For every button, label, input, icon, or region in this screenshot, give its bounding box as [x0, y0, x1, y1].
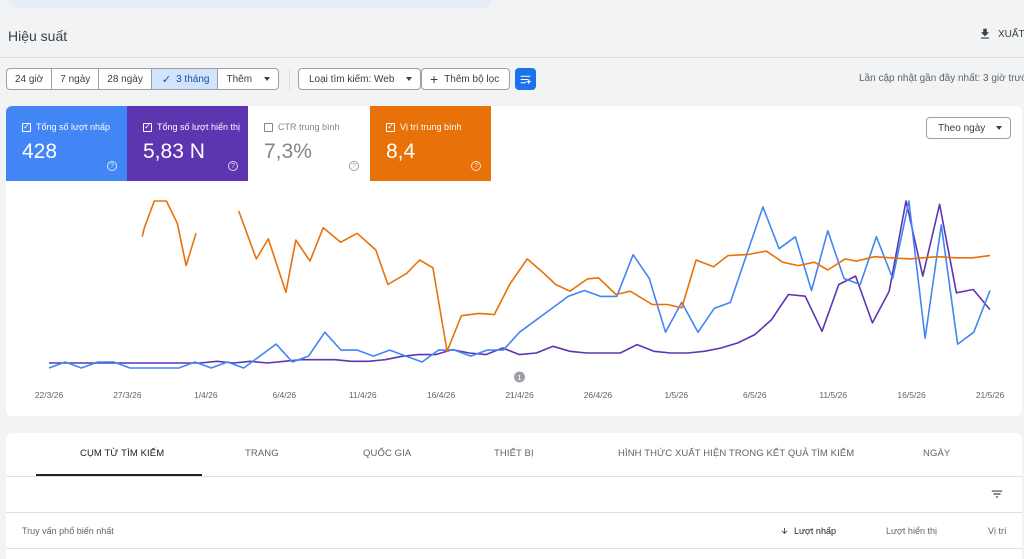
filter-settings-button[interactable]: [515, 68, 536, 90]
series-line-position: [141, 200, 991, 353]
x-tick-label: 1/5/26: [664, 390, 688, 400]
caret-down-icon: [264, 77, 271, 81]
page-title: Hiệu suất: [8, 28, 68, 44]
tab-dates[interactable]: NGÀY: [923, 448, 951, 459]
more-ranges-button[interactable]: Thêm: [218, 69, 278, 89]
metric-average-ctr[interactable]: CTR trung bình 7,3% ?: [248, 106, 369, 181]
x-tick-label: 21/4/26: [505, 390, 534, 400]
plus-icon: +: [430, 71, 439, 87]
metric-label: Vị trí trung bình: [400, 122, 462, 132]
checkbox-unchecked-icon[interactable]: [264, 122, 273, 132]
active-tab-indicator: [36, 474, 202, 476]
export-label: XUẤT: [998, 28, 1024, 40]
add-filter-button[interactable]: + Thêm bộ lọc: [421, 68, 511, 90]
column-header-clicks[interactable]: Lượt nhấp: [780, 526, 836, 536]
tab-search-appearance[interactable]: HÌNH THỨC XUẤT HIỆN TRONG KẾT QUẢ TÌM KI…: [618, 448, 855, 459]
add-filter-label: Thêm bộ lọc: [444, 73, 500, 85]
metric-value: 7,3%: [264, 140, 312, 163]
last-update-text: Lần cập nhật gần đây nhất: 3 giờ trước: [859, 73, 1024, 84]
table-header-row: Truy vấn phổ biến nhất Lượt nhấp Lượt hi…: [6, 513, 1022, 549]
granularity-select[interactable]: Theo ngày: [926, 117, 1011, 139]
toolbar-divider: [289, 70, 290, 90]
checkbox-checked-icon[interactable]: ✓: [386, 122, 395, 132]
tab-countries[interactable]: QUỐC GIA: [363, 448, 412, 459]
tab-pages[interactable]: TRANG: [245, 448, 279, 459]
date-range-group: 24 giờ 7 ngày 28 ngày ✓ 3 tháng Thêm: [6, 68, 280, 90]
x-tick-label: 11/5/26: [819, 390, 847, 400]
metric-label: CTR trung bình: [278, 122, 340, 132]
series-line-impressions: [49, 200, 991, 364]
column-header-clicks-label: Lượt nhấp: [794, 526, 836, 536]
caret-down-icon: [996, 126, 1003, 130]
column-header-impressions[interactable]: Lượt hiển thị: [886, 526, 937, 536]
checkbox-checked-icon[interactable]: ✓: [143, 122, 152, 132]
range-label: 28 ngày: [107, 73, 143, 85]
check-icon: ✓: [161, 73, 172, 86]
range-3m-button[interactable]: ✓ 3 tháng: [151, 69, 219, 89]
metric-value: 428: [22, 140, 58, 163]
x-tick-label: 6/5/26: [743, 390, 767, 400]
help-icon[interactable]: ?: [349, 161, 359, 171]
x-tick-label: 1/4/26: [194, 390, 218, 400]
annotation-marker[interactable]: 1: [514, 371, 525, 383]
checkbox-checked-icon[interactable]: ✓: [22, 122, 31, 132]
range-28d-button[interactable]: 28 ngày: [99, 69, 152, 89]
tab-queries[interactable]: CỤM TỪ TÌM KIẾM: [80, 448, 165, 459]
column-header-query[interactable]: Truy vấn phổ biến nhất: [22, 526, 114, 536]
performance-chart: 22/3/26 27/3/26 1/4/26 6/4/26 11/4/26 16/4/26…: [35, 200, 1005, 400]
help-icon[interactable]: ?: [471, 161, 481, 171]
search-type-button[interactable]: Loại tìm kiếm: Web: [298, 68, 422, 90]
metric-value: 5,83 N: [143, 140, 205, 163]
dimension-table-card: CỤM TỪ TÌM KIẾM TRANG QUỐC GIA THIẾT BỊ …: [6, 433, 1022, 559]
column-header-position[interactable]: Vị trí: [988, 526, 1007, 536]
export-button[interactable]: XUẤT: [978, 27, 1024, 41]
metric-total-impressions[interactable]: ✓ Tổng số lượt hiển thị 5,83 N ?: [127, 106, 248, 181]
performance-chart-card: 22/3/26 27/3/26 1/4/26 6/4/26 11/4/26 16/4/26…: [6, 106, 1022, 416]
x-tick-label: 21/5/26: [976, 390, 1005, 400]
dimension-tabs: CỤM TỪ TÌM KIẾM TRANG QUỐC GIA THIẾT BỊ …: [6, 433, 1022, 477]
annotation-label: 1: [517, 373, 521, 382]
help-icon[interactable]: ?: [228, 161, 238, 171]
search-bar-edge[interactable]: [8, 0, 492, 8]
granularity-label: Theo ngày: [938, 122, 986, 134]
search-type-label: Loại tìm kiếm: Web: [309, 73, 395, 85]
help-icon[interactable]: ?: [107, 161, 117, 171]
metric-total-clicks[interactable]: ✓ Tổng số lượt nhấp 428 ?: [6, 106, 127, 181]
metric-average-position[interactable]: ✓ Vị trí trung bình 8,4 ?: [370, 106, 491, 181]
x-tick-label: 27/3/26: [113, 390, 142, 400]
range-label: 7 ngày: [60, 73, 91, 85]
download-icon: [980, 28, 990, 39]
filter-list-icon[interactable]: [990, 487, 1004, 501]
metric-value: 8,4: [386, 140, 416, 163]
range-7d-button[interactable]: 7 ngày: [52, 69, 100, 89]
series-line-clicks: [48, 200, 991, 369]
x-tick-label: 11/4/26: [349, 390, 377, 400]
tab-devices[interactable]: THIẾT BỊ: [494, 448, 534, 459]
more-label: Thêm: [226, 73, 253, 85]
range-label: 3 tháng: [176, 73, 210, 85]
date-toolbar: 24 giờ 7 ngày 28 ngày ✓ 3 tháng Thêm Loại…: [0, 68, 1024, 92]
filter-sliders-icon: [520, 75, 531, 84]
table-filter-row: [6, 477, 1022, 513]
metric-label: Tổng số lượt hiển thị: [157, 122, 240, 132]
x-tick-label: 16/5/26: [897, 390, 926, 400]
range-24h-button[interactable]: 24 giờ: [7, 69, 53, 89]
arrow-down-icon: [781, 528, 788, 534]
page-header: Hiệu suất XUẤT: [0, 14, 1024, 58]
x-tick-label: 6/4/26: [272, 390, 296, 400]
x-tick-label: 16/4/26: [427, 390, 456, 400]
x-tick-label: 22/3/26: [35, 390, 64, 400]
range-label: 24 giờ: [15, 73, 44, 85]
metric-label: Tổng số lượt nhấp: [36, 122, 110, 132]
x-tick-label: 26/4/26: [584, 390, 613, 400]
caret-down-icon: [406, 77, 413, 81]
